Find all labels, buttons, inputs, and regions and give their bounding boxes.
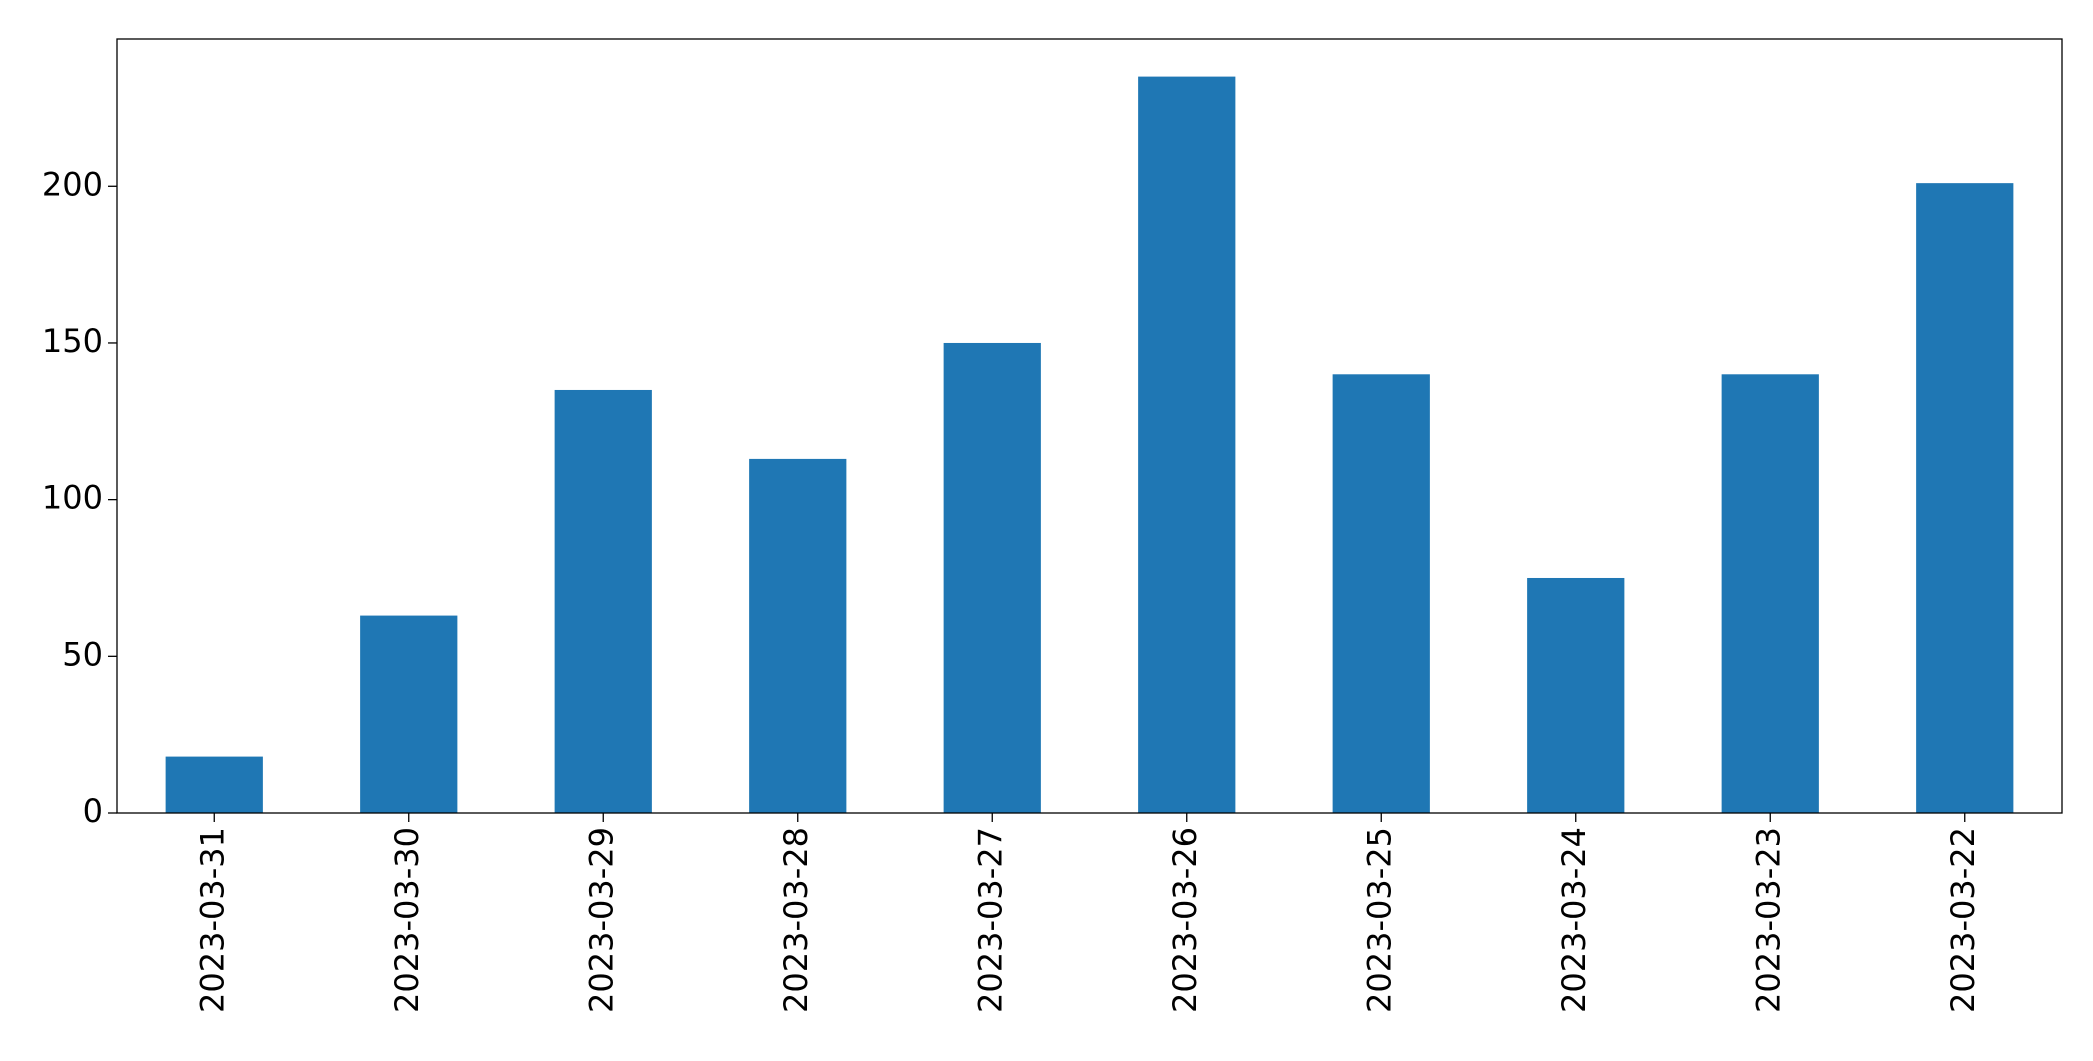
bar bbox=[1332, 374, 1430, 813]
bar bbox=[554, 389, 652, 813]
bar bbox=[1527, 577, 1625, 813]
x-tick-label: 2023-03-23 bbox=[1749, 827, 1787, 1013]
bar bbox=[943, 342, 1041, 813]
plot-frame bbox=[116, 38, 2063, 814]
y-tick-label: 50 bbox=[62, 635, 103, 673]
bar bbox=[1916, 183, 2014, 813]
bar bbox=[360, 615, 458, 813]
bar bbox=[1138, 76, 1236, 813]
y-tick-label: 200 bbox=[42, 165, 103, 203]
x-tick-label: 2023-03-27 bbox=[971, 827, 1009, 1013]
x-tick-label: 2023-03-24 bbox=[1555, 827, 1593, 1013]
y-tick-label: 150 bbox=[42, 322, 103, 360]
x-tick-label: 2023-03-26 bbox=[1166, 827, 1204, 1013]
x-tick-label: 2023-03-30 bbox=[388, 827, 426, 1013]
x-tick-label: 2023-03-29 bbox=[582, 827, 620, 1013]
bar bbox=[165, 756, 263, 813]
x-tick-label: 2023-03-28 bbox=[777, 827, 815, 1013]
bar bbox=[749, 458, 847, 813]
bar bbox=[1721, 374, 1819, 813]
x-tick-label: 2023-03-25 bbox=[1360, 827, 1398, 1013]
x-tick-label: 2023-03-31 bbox=[193, 827, 231, 1013]
y-tick-label: 100 bbox=[42, 479, 103, 517]
y-tick-label: 0 bbox=[83, 792, 103, 830]
x-tick-label: 2023-03-22 bbox=[1944, 827, 1982, 1013]
